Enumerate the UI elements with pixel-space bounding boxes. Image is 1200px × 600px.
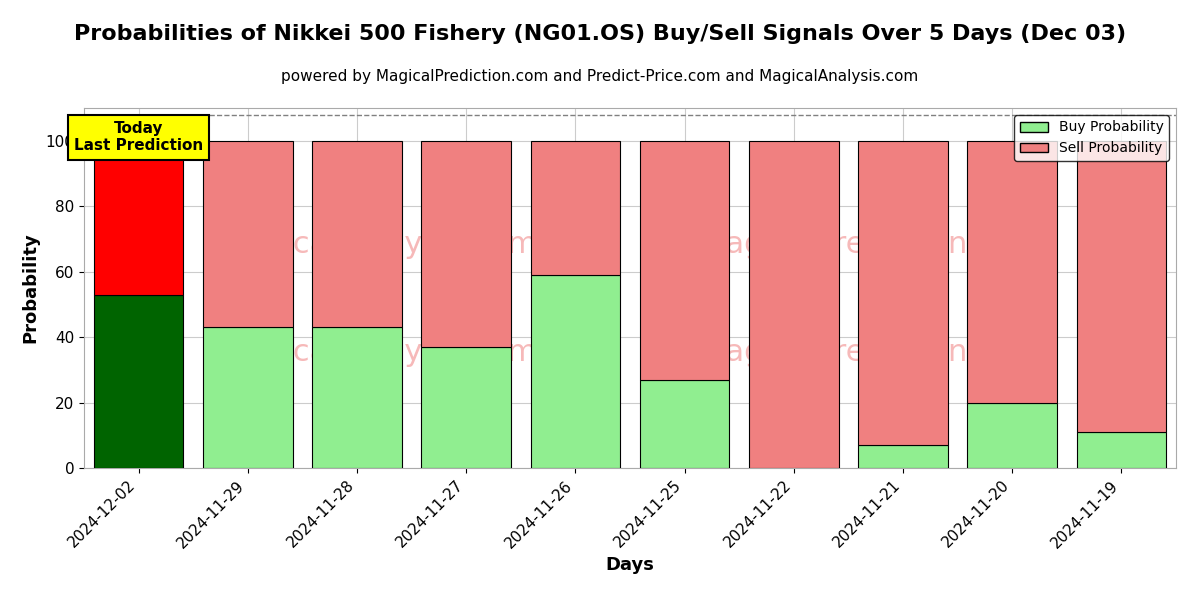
Text: powered by MagicalPrediction.com and Predict-Price.com and MagicalAnalysis.com: powered by MagicalPrediction.com and Pre…	[281, 69, 919, 84]
Bar	[530, 141, 620, 275]
Bar	[312, 327, 402, 468]
X-axis label: Days: Days	[606, 556, 654, 574]
Bar	[640, 141, 730, 380]
Bar	[421, 141, 511, 347]
Bar	[94, 295, 184, 468]
Y-axis label: Probability: Probability	[22, 233, 40, 343]
Text: Probabilities of Nikkei 500 Fishery (NG01.OS) Buy/Sell Signals Over 5 Days (Dec : Probabilities of Nikkei 500 Fishery (NG0…	[74, 24, 1126, 44]
Legend: Buy Probability, Sell Probability: Buy Probability, Sell Probability	[1014, 115, 1169, 161]
Bar	[858, 445, 948, 468]
Bar	[640, 380, 730, 468]
Bar	[858, 141, 948, 445]
Bar	[94, 141, 184, 295]
Bar	[312, 141, 402, 327]
Bar	[749, 141, 839, 468]
Bar	[1076, 432, 1166, 468]
Bar	[203, 327, 293, 468]
Text: MagicalPrediction.com: MagicalPrediction.com	[698, 338, 1042, 367]
Bar	[967, 141, 1057, 403]
Text: Today
Last Prediction: Today Last Prediction	[74, 121, 203, 154]
Bar	[530, 275, 620, 468]
Bar	[967, 403, 1057, 468]
Bar	[203, 141, 293, 327]
Bar	[1076, 141, 1166, 432]
Text: MagicalAnalysis.com: MagicalAnalysis.com	[221, 338, 538, 367]
Bar	[421, 347, 511, 468]
Text: MagicalPrediction.com: MagicalPrediction.com	[698, 230, 1042, 259]
Text: MagicalAnalysis.com: MagicalAnalysis.com	[221, 230, 538, 259]
